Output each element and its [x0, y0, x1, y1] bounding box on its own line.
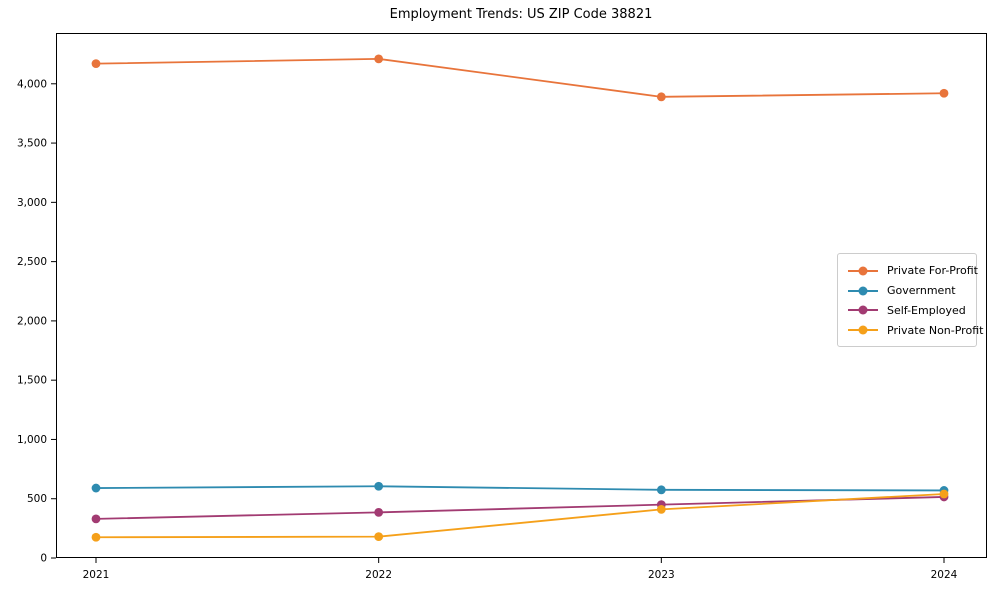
data-point-marker	[656, 504, 666, 514]
y-tick-label: 2,500	[17, 256, 47, 268]
y-tick-label: 0	[40, 553, 47, 565]
legend-dot-icon	[858, 305, 868, 315]
data-point-marker	[939, 88, 949, 98]
legend-item: Private Non-Profit	[848, 320, 983, 340]
legend-line-marker-icon	[848, 286, 878, 296]
legend-item: Private For-Profit	[848, 261, 978, 281]
data-point-marker	[374, 507, 384, 517]
legend-item: Government	[848, 281, 968, 301]
legend-dot-icon	[858, 325, 868, 335]
series-line	[95, 493, 945, 539]
data-point-marker	[91, 514, 101, 524]
data-point-marker	[939, 489, 949, 499]
legend-label: Private For-Profit	[887, 264, 978, 278]
y-tick-label: 3,000	[17, 197, 47, 209]
data-point-marker	[656, 485, 666, 495]
legend-label: Government	[887, 284, 956, 298]
x-tick-label: 2022	[365, 569, 392, 581]
data-point-marker	[656, 92, 666, 102]
legend-item: Self-Employed	[848, 301, 968, 321]
x-tick-label: 2021	[83, 569, 110, 581]
y-tick-label: 4,000	[17, 78, 47, 90]
axes-spines	[56, 33, 987, 558]
legend-line-marker-icon	[848, 305, 878, 315]
y-tick-label: 1,000	[17, 434, 47, 446]
chart-legend: Private For-Profit Government Self-Emplo…	[837, 253, 983, 347]
data-point-marker	[91, 59, 101, 69]
y-tick-label: 3,500	[17, 138, 47, 150]
legend-line-marker-icon	[848, 325, 878, 335]
data-point-marker	[374, 532, 384, 542]
legend-line-marker-icon	[848, 266, 878, 276]
legend-dot-icon	[858, 266, 868, 276]
x-tick-label: 2023	[648, 569, 675, 581]
legend-dot-icon	[858, 286, 868, 296]
legend-label: Private Non-Profit	[887, 323, 984, 337]
series-line	[95, 57, 945, 98]
y-tick-label: 2,000	[17, 315, 47, 327]
data-point-marker	[91, 483, 101, 493]
data-point-marker	[374, 481, 384, 491]
y-tick-label: 1,500	[17, 375, 47, 387]
data-point-marker	[374, 54, 384, 64]
chart-title: Employment Trends: US ZIP Code 38821	[389, 7, 653, 22]
legend-label: Self-Employed	[887, 303, 966, 317]
data-point-marker	[91, 532, 101, 542]
y-tick-label: 500	[27, 493, 47, 505]
series-line	[95, 485, 945, 492]
x-tick-label: 2024	[931, 569, 958, 581]
